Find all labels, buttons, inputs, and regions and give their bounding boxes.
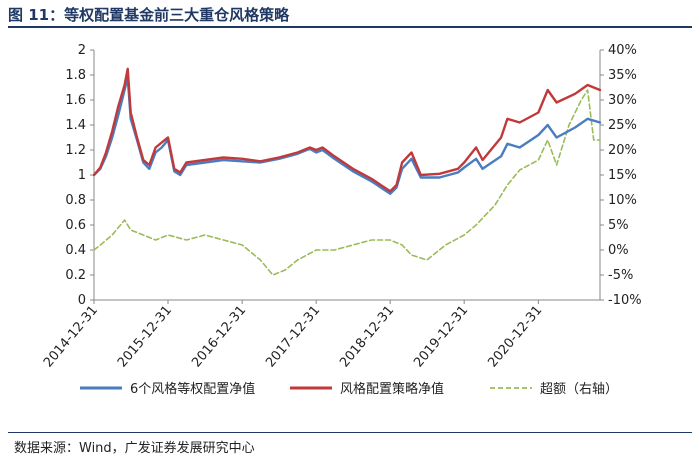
series-equal-weight-line [92,76,602,196]
y-tick-label-left: 1.4 [65,118,86,133]
y-tick-label-right: 0% [608,243,629,258]
chart-axes: 0 0.2 0.4 0.6 0.8 1 1.2 1.4 1.6 1.8 2 -10% -5% 0% 5% 10… [41,43,642,370]
source-note: 数据来源：Wind，广发证券发展研究中心 [14,441,255,456]
series-equal-weight-legend-label: 6个风格等权配置净值 [130,381,255,397]
y-tick-label-right: 10% [608,193,637,208]
x-tick-label: 2016-12-31 [189,303,249,371]
line-chart: 0 0.2 0.4 0.6 0.8 1 1.2 1.4 1.6 1.8 2 -10% -5% 0% 5% 10… [41,43,642,397]
y-tick-label-right: -5% [608,268,633,283]
y-tick-label-left: 0.4 [65,243,86,258]
series-excess-legend-label: 超额（右轴） [540,382,618,397]
y-tick-label-left: 1.2 [65,143,86,158]
x-tick-label: 2018-12-31 [337,303,397,371]
x-tick-label: 2017-12-31 [263,303,323,371]
y-tick-label-left: 1.8 [65,68,86,83]
series-strategy-legend-label: 风格配置策略净值 [340,381,444,397]
figure-title: 图 11：等权配置基金前三大重仓风格策略 [8,6,290,24]
chart-plot-area [92,67,602,276]
y-tick-label-right: 20% [608,143,637,158]
y-tick-label-right: 30% [608,93,637,108]
chart-legend: 6个风格等权配置净值 风格配置策略净值 超额（右轴） [80,381,618,397]
series-strategy-line [92,67,602,193]
y-tick-label-right: -10% [608,293,642,308]
y-tick-label-left: 0.2 [65,268,86,283]
y-tick-label-right: 40% [608,43,637,58]
x-tick-label: 2015-12-31 [115,303,175,371]
y-tick-label-left: 1 [78,168,86,183]
series-excess-line [93,89,601,276]
x-tick-label: 2014-12-31 [41,303,101,371]
y-tick-label-right: 5% [608,218,629,233]
x-tick-label: 2020-12-31 [485,303,545,371]
y-tick-label-left: 2 [78,43,86,58]
y-tick-label-right: 15% [608,168,637,183]
y-tick-label-right: 35% [608,68,637,83]
source-rule [8,432,692,433]
y-tick-label-left: 0.6 [65,218,86,233]
x-tick-label: 2019-12-31 [411,303,471,371]
title-rule [8,26,692,28]
y-tick-label-left: 0.8 [65,193,86,208]
y-tick-label-left: 0 [78,293,86,308]
y-tick-label-left: 1.6 [65,93,86,108]
y-tick-label-right: 25% [608,118,637,133]
